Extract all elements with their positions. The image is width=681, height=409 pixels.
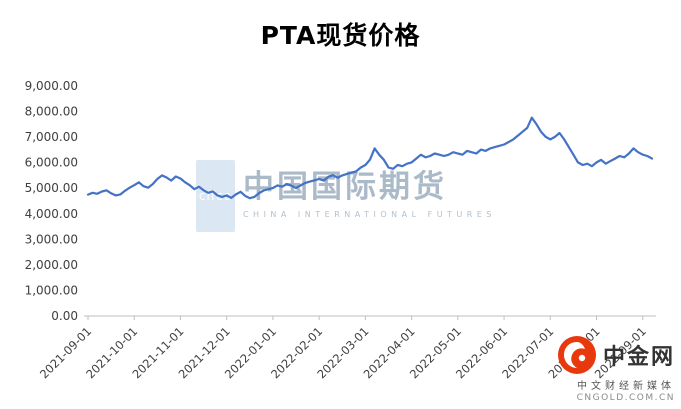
site-logo: 中金网 中文财经新媒体 CNGOLD.COM.CN (515, 335, 675, 403)
y-axis-tick-label: 2,000.00 (25, 258, 78, 272)
y-axis-tick-label: 4,000.00 (25, 207, 78, 221)
y-axis-tick-label: 8,000.00 (25, 105, 78, 119)
brand-name: 中金网 (602, 345, 675, 370)
y-axis-tick-label: 7,000.00 (25, 130, 78, 144)
brand-tagline: 中文财经新媒体 (577, 381, 675, 392)
site-logo-row: 中金网 (515, 335, 675, 375)
y-axis-tick-label: 0.00 (51, 309, 78, 323)
price-series-line (86, 116, 654, 200)
y-axis-tick-label: 6,000.00 (25, 156, 78, 170)
chart-title: PTA现货价格 (260, 21, 421, 50)
y-axis-tick-label: 5,000.00 (25, 181, 78, 195)
y-axis-tick-label: 3,000.00 (25, 232, 78, 246)
brand-flame-icon (557, 336, 596, 374)
y-axis-tick-label: 1,000.00 (25, 283, 78, 297)
brand-url: CNGOLD.COM.CN (576, 393, 675, 403)
y-axis-tick-label: 9,000.00 (25, 79, 78, 93)
